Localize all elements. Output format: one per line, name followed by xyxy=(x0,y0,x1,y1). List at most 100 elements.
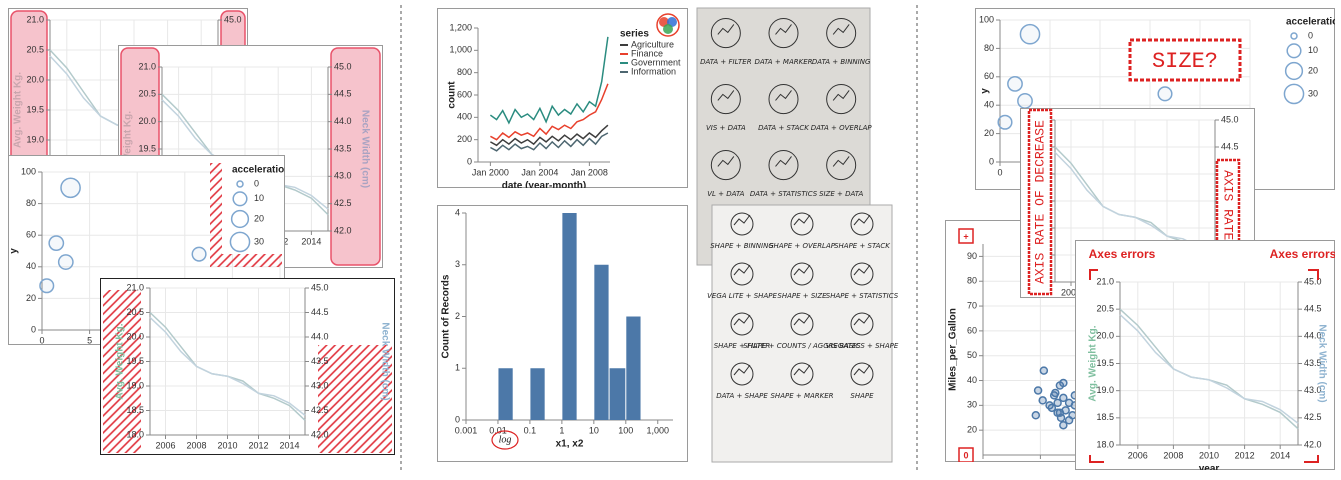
point xyxy=(1018,94,1032,108)
annotation: SIZE? xyxy=(1152,49,1218,74)
y-tick-label: 19.5 xyxy=(1096,358,1114,368)
y-tick-label: 18.5 xyxy=(1096,412,1114,422)
y-tick-label: 4 xyxy=(455,207,460,217)
x-axis-label: year xyxy=(1199,464,1220,475)
y2-tick-label: 43.0 xyxy=(334,171,352,181)
x-tick-label: 50 xyxy=(1035,460,1045,470)
y-tick-label: 20.5 xyxy=(126,307,144,317)
y-axis-label: y xyxy=(980,88,991,94)
sketch-label: VL + DATA xyxy=(707,190,744,198)
y2-axis-label: Neck Width (cm) xyxy=(379,322,390,400)
y2-axis-label: Neck Width (cm) xyxy=(359,110,370,188)
y2-tick-label: 45.0 xyxy=(311,282,329,292)
y2-tick-label: 43.0 xyxy=(311,380,329,390)
y-tick-label: 20.0 xyxy=(138,116,156,126)
sketch-label: SHAPE + STATISTICS xyxy=(826,292,899,300)
y2-tick-label: 45.0 xyxy=(224,14,242,24)
legend-title: acceleration xyxy=(1286,17,1341,28)
sketch-label: DATA + MARKER xyxy=(755,58,813,66)
y2-tick-label: 43.5 xyxy=(311,356,329,366)
sketch-label: DATA + SHAPE xyxy=(716,392,768,400)
y-tick-label: 50 xyxy=(967,350,977,360)
y-axis-label: Count of Records xyxy=(441,274,452,358)
point xyxy=(1032,412,1039,419)
legend-title: series xyxy=(620,29,649,40)
y-tick-label: 800 xyxy=(457,67,472,77)
y-tick-label: 0 xyxy=(989,156,994,166)
x-tick-label: 1,000 xyxy=(646,425,669,435)
sketch-label: SHAPE + STACK xyxy=(834,242,891,250)
sketch-label: VIS + DATA xyxy=(706,124,746,132)
x-tick-label: 2014 xyxy=(279,440,299,450)
y2-tick-label: 42.0 xyxy=(1304,439,1322,449)
y-tick-label: 80 xyxy=(26,198,36,208)
x-axis-label: year xyxy=(217,454,238,465)
x-tick-label: 0 xyxy=(39,335,44,345)
point xyxy=(1039,397,1046,404)
point xyxy=(40,279,54,293)
y-axis-label: Avg. Weight Kg. xyxy=(1088,325,1099,401)
bar xyxy=(498,368,512,420)
x-tick-label: Jan 2008 xyxy=(571,167,608,177)
x-tick-label: 0 xyxy=(997,167,1002,177)
annotation: 0 xyxy=(963,450,968,460)
legend-label: 10 xyxy=(254,193,264,203)
y-tick-label: 1 xyxy=(455,363,460,373)
y-tick-label: 0 xyxy=(467,156,472,166)
sketch-label: SHAPE + BINNING xyxy=(710,242,774,250)
legend-label: 20 xyxy=(1308,65,1318,75)
y-axis-label: count xyxy=(447,81,458,109)
y-tick-label: 19.5 xyxy=(138,143,156,153)
y2-tick-label: 44.5 xyxy=(1221,141,1239,151)
sketch-label: SIZE + DATA xyxy=(819,190,863,198)
x-tick-label: 2014 xyxy=(1270,450,1290,460)
sketch-label: VEGA LITE + SHAPE xyxy=(707,292,777,300)
point xyxy=(1056,409,1063,416)
y-tick-label: 18.5 xyxy=(126,405,144,415)
x-tick-label: Jan 2004 xyxy=(521,167,558,177)
point xyxy=(1008,77,1022,91)
y-tick-label: 20.5 xyxy=(26,44,44,54)
x-tick-label: 2008 xyxy=(186,440,206,450)
sketch-label: DATA + OVERLAP xyxy=(811,124,873,132)
point xyxy=(1069,412,1076,419)
y-tick-label: 20.0 xyxy=(126,331,144,341)
x-axis-label: x1, x2 xyxy=(556,439,584,450)
y-tick-label: 21.0 xyxy=(1096,276,1114,286)
y-tick-label: 19.5 xyxy=(26,104,44,114)
legend-label: Information xyxy=(631,66,676,76)
legend-title: acceleration xyxy=(232,165,290,176)
sketch-label: SHAPE + OVERLAP xyxy=(769,242,836,250)
point xyxy=(1040,367,1047,374)
sketch-label: DATA + STATISTICS xyxy=(750,190,818,198)
y2-tick-label: 44.5 xyxy=(334,89,352,99)
legend-label: 20 xyxy=(254,213,264,223)
y2-axis-label: Neck Width (cm) xyxy=(1316,324,1327,402)
x-tick-label: 5 xyxy=(87,335,92,345)
y2-tick-label: 42.5 xyxy=(311,405,329,415)
panel-frame xyxy=(438,9,688,188)
legend-label: 30 xyxy=(254,236,264,246)
y-tick-label: 19.0 xyxy=(26,134,44,144)
y-axis-label: Miles_per_Gallon xyxy=(948,308,959,391)
y-tick-label: 200 xyxy=(457,134,472,144)
sketch-label: SHAPE + MARKER xyxy=(770,392,833,400)
point xyxy=(192,247,206,261)
bar xyxy=(530,368,544,420)
y-axis-label: Avg. Weight Kg. xyxy=(115,323,126,399)
x-tick-label: 2010 xyxy=(1199,450,1219,460)
point xyxy=(59,255,73,269)
x-tick-label: 2012 xyxy=(248,440,268,450)
sketch-label: DATA + STACK xyxy=(758,124,810,132)
y-tick-label: 100 xyxy=(21,166,36,176)
point xyxy=(1052,389,1059,396)
y-tick-label: 80 xyxy=(967,276,977,286)
y-tick-label: 20 xyxy=(984,128,994,138)
x-tick-label: 2012 xyxy=(1235,450,1255,460)
y-tick-label: 0 xyxy=(31,324,36,334)
x-tick-label: 2014 xyxy=(301,236,321,246)
y2-tick-label: 44.0 xyxy=(334,116,352,126)
